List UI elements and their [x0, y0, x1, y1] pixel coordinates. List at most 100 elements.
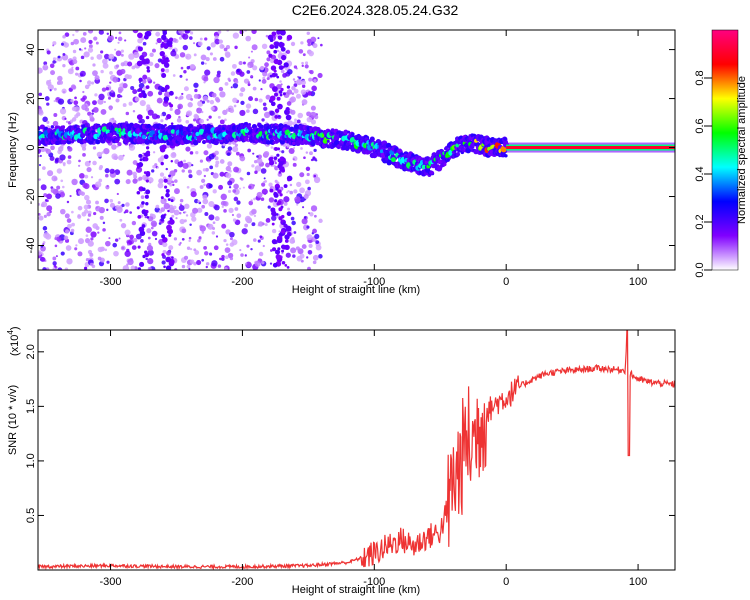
noise-speck [132, 109, 136, 113]
ridge-halo [446, 158, 450, 162]
noise-speck [168, 233, 172, 237]
noise-speck [103, 53, 110, 60]
noise-speck [125, 179, 131, 185]
ridge-halo [84, 123, 89, 127]
noise-speck [314, 159, 318, 162]
noise-speck [130, 265, 136, 270]
noise-speck [43, 214, 47, 218]
noise-speck [66, 218, 72, 223]
noise-speck [71, 222, 75, 227]
y-tick-label: 20 [25, 92, 37, 104]
x-tick-label: 100 [629, 276, 647, 288]
noise-speck [50, 70, 56, 76]
noise-speck [288, 148, 295, 155]
noise-speck [312, 43, 318, 49]
noise-speck [88, 44, 93, 49]
ridge-halo [326, 139, 330, 143]
noise-speck [219, 119, 225, 125]
noise-speck [145, 30, 152, 37]
noise-speck [253, 197, 256, 201]
noise-speck [281, 251, 284, 255]
noise-speck [121, 246, 125, 250]
noise-speck [227, 189, 232, 194]
noise-speck [287, 207, 291, 211]
noise-speck [274, 41, 280, 47]
noise-speck [304, 179, 310, 185]
noise-speck [38, 212, 41, 216]
noise-speck [140, 195, 145, 200]
noise-speck [84, 84, 90, 90]
noise-speck [262, 76, 266, 80]
noise-speck [104, 248, 108, 252]
noise-speck [164, 84, 170, 90]
noise-speck [266, 50, 271, 55]
noise-speck [178, 115, 181, 119]
noise-speck [211, 92, 217, 98]
noise-speck [260, 168, 267, 174]
noise-speck [70, 98, 74, 103]
noise-speck [120, 68, 126, 75]
noise-speck [62, 185, 65, 189]
noise-speck [198, 236, 202, 240]
noise-speck [139, 55, 145, 61]
noise-speck [239, 92, 244, 97]
noise-speck [167, 209, 170, 213]
spectrogram-y-ticks: -40 -20 0 20 40 [25, 43, 675, 253]
noise-speck [207, 223, 214, 230]
ridge-halo [411, 153, 415, 157]
ridge-halo [222, 126, 226, 131]
noise-speck [278, 207, 283, 212]
noise-speck [233, 196, 239, 202]
noise-speck [72, 33, 75, 37]
noise-speck [171, 180, 175, 184]
noise-speck [189, 223, 192, 226]
noise-speck [199, 37, 203, 41]
noise-speck [284, 264, 288, 267]
noise-speck [170, 160, 174, 163]
ridge-halo [397, 148, 403, 153]
noise-speck [270, 146, 274, 149]
noise-speck [145, 85, 150, 90]
noise-speck [95, 200, 99, 205]
noise-speck [317, 37, 320, 40]
noise-speck [280, 214, 285, 219]
noise-speck [140, 118, 145, 124]
noise-speck [280, 87, 284, 92]
noise-speck [172, 183, 175, 187]
colorbar: 0.0 0.2 0.4 0.6 0.8 Normalized spectral ampl… [694, 29, 748, 278]
noise-speck [46, 205, 53, 212]
noise-speck [280, 69, 285, 74]
noise-speck [301, 244, 307, 250]
noise-speck [293, 189, 298, 194]
noise-speck [193, 262, 197, 266]
noise-speck [132, 89, 138, 95]
noise-speck [132, 160, 138, 166]
noise-speck [247, 148, 251, 153]
noise-speck [278, 65, 284, 70]
noise-speck [69, 119, 74, 123]
noise-speck [281, 219, 284, 223]
y-tick-label: 40 [25, 43, 37, 55]
noise-speck [199, 185, 204, 189]
noise-speck [310, 105, 316, 111]
noise-speck [114, 178, 121, 185]
ridge-blob [379, 149, 384, 154]
noise-speck [56, 236, 62, 242]
noise-speck [271, 239, 278, 245]
noise-speck [194, 88, 198, 93]
noise-speck [292, 78, 296, 81]
noise-speck [45, 233, 52, 240]
noise-speck [105, 86, 110, 91]
noise-speck [227, 146, 233, 151]
noise-speck [271, 210, 277, 217]
noise-speck [202, 198, 209, 205]
noise-speck [262, 102, 267, 107]
noise-speck [144, 215, 147, 219]
x-tick-label: 0 [503, 576, 509, 588]
noise-speck [300, 41, 304, 45]
noise-speck [125, 111, 130, 116]
noise-speck [307, 186, 311, 191]
noise-speck [283, 184, 288, 189]
noise-speck [169, 103, 174, 108]
noise-speck [203, 174, 207, 178]
